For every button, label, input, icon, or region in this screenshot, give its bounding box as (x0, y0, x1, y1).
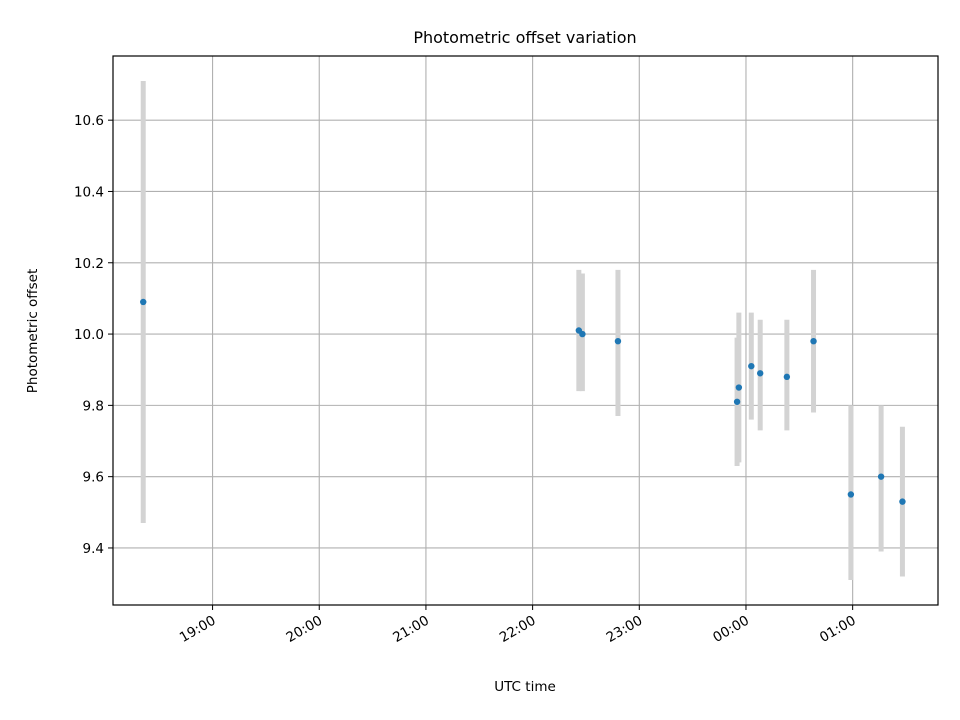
data-point (877, 473, 885, 480)
data-point (783, 373, 791, 381)
data-point (579, 330, 586, 338)
data-point (899, 498, 906, 505)
data-point (748, 362, 755, 370)
y-axis-ticks: 9.4 9.6 9.8 10.0 10.2 10.4 10.6 (74, 113, 113, 557)
chart-title: Photometric offset variation (413, 28, 636, 47)
y-tick-label: 10.6 (74, 113, 104, 129)
data-point (847, 491, 855, 498)
data-point (614, 337, 622, 345)
y-tick-label: 9.8 (83, 398, 104, 414)
y-tick-label: 10.2 (74, 256, 104, 272)
data-point (810, 337, 817, 345)
data-point (140, 298, 147, 306)
plot-frame (112, 55, 939, 606)
plot-area (113, 56, 938, 605)
y-tick-label: 9.4 (83, 541, 104, 557)
y-tick-label: 10.4 (74, 184, 104, 200)
x-axis-label: UTC time (494, 679, 556, 695)
data-point (733, 398, 741, 405)
y-tick-label: 10.0 (74, 327, 104, 343)
data-point (756, 370, 764, 377)
data-point (735, 384, 743, 391)
y-tick-label: 9.6 (83, 470, 104, 486)
y-axis-label: Photometric offset (25, 269, 41, 393)
data-points (140, 298, 906, 505)
